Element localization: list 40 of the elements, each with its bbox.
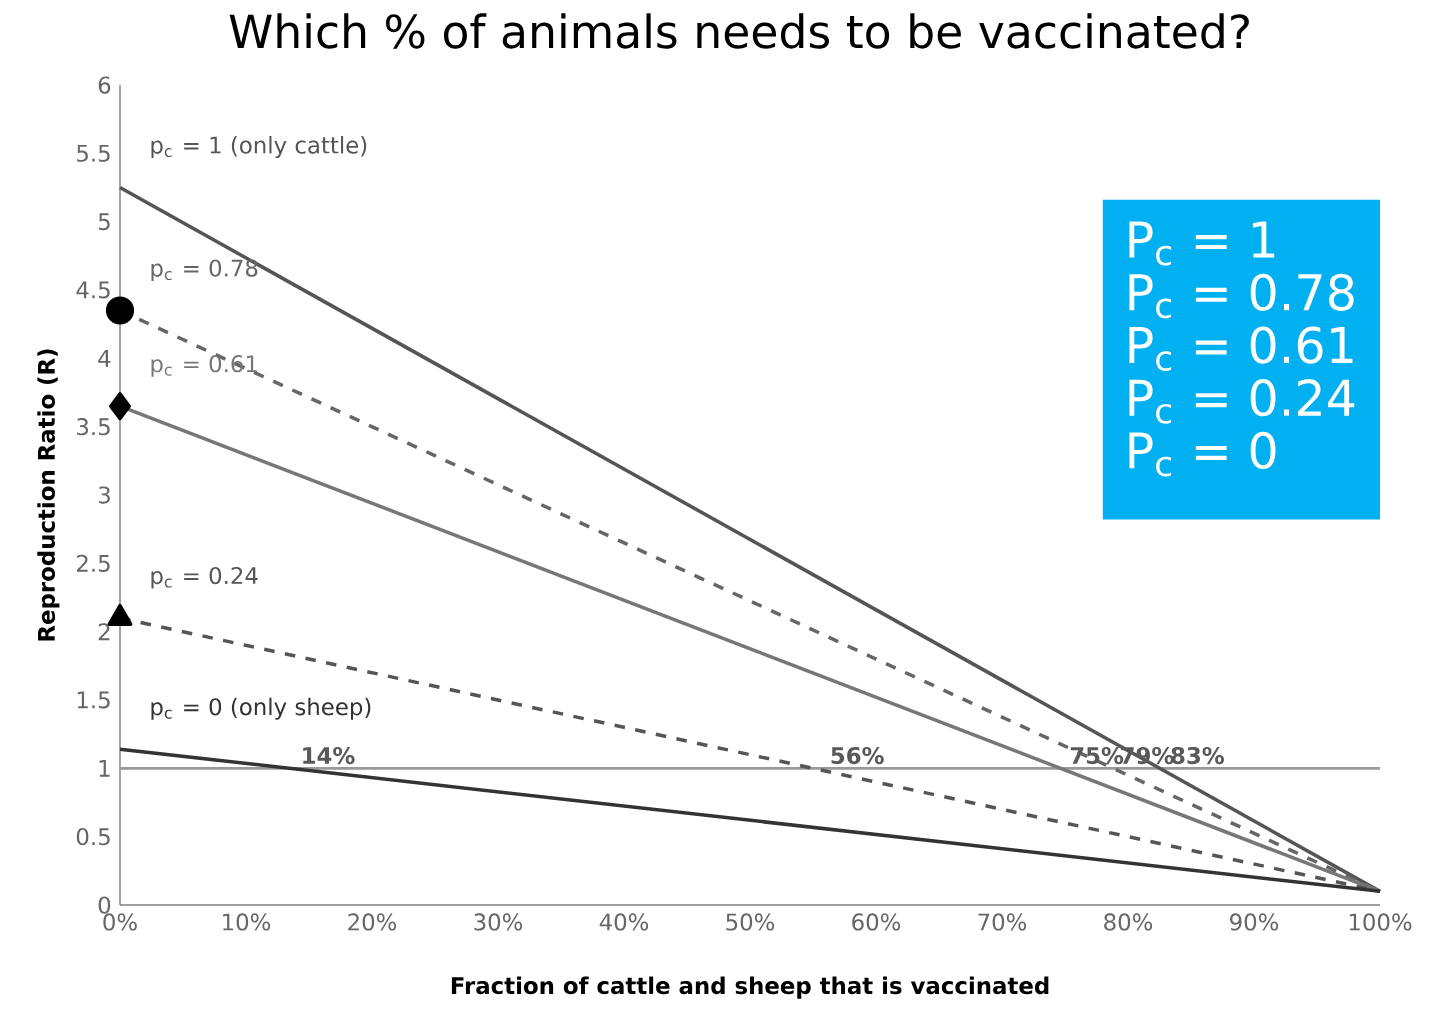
annotation: 56% bbox=[831, 746, 884, 765]
y-axis-title: Reproduction Ratio (R) bbox=[37, 349, 60, 641]
x-tick-label: 10% bbox=[223, 913, 271, 931]
x-tick-label: 30% bbox=[474, 913, 523, 931]
series-label: p$_{c}$ = 1 (only cattle) bbox=[151, 136, 367, 159]
annotation: 14% bbox=[303, 746, 355, 765]
x-tick-label: 60% bbox=[852, 913, 901, 931]
annotation: P$_{c}$ = 0 bbox=[1129, 431, 1276, 477]
annotation: P$_{c}$ = 0.78 bbox=[1129, 273, 1354, 319]
x-tick-label: 0% bbox=[103, 913, 137, 931]
x-tick-label: 80% bbox=[1104, 913, 1153, 931]
y-tick-label: 2.5 bbox=[77, 554, 110, 572]
x-tick-label: 20% bbox=[348, 913, 397, 931]
series-label: p$_{c}$ = 0.78 bbox=[151, 259, 258, 282]
y-tick-label: 0.5 bbox=[76, 828, 110, 846]
x-tick-label: 90% bbox=[1230, 913, 1279, 931]
x-tick-label: 70% bbox=[978, 913, 1027, 931]
y-tick-label: 4 bbox=[98, 350, 111, 367]
x-axis-title: Fraction of cattle and sheep that is vaccinated bbox=[451, 976, 1049, 999]
y-tick-label: 1 bbox=[99, 760, 110, 777]
x-tick-label: 50% bbox=[726, 913, 775, 931]
y-tick-label: 4.5 bbox=[76, 281, 110, 299]
y-tick-label: 3.5 bbox=[77, 418, 110, 436]
y-tick-label: 3 bbox=[98, 486, 110, 504]
annotation: P$_{c}$ = 0.61 bbox=[1129, 326, 1353, 372]
y-tick-label: 2 bbox=[98, 623, 110, 641]
y-tick-label: 1.5 bbox=[77, 691, 110, 709]
annotation: P$_{c}$ = 0.24 bbox=[1129, 379, 1355, 424]
y-tick-label: 0 bbox=[98, 896, 111, 914]
series-label: p$_{c}$ = 0.24 bbox=[151, 566, 258, 589]
annotation: P$_{c}$ = 1 bbox=[1129, 221, 1275, 266]
series-label: p$_{c}$ = 0.61 bbox=[151, 355, 257, 377]
y-tick-label: 5 bbox=[98, 213, 110, 231]
annotation: 83% bbox=[1171, 746, 1224, 765]
x-tick-label: 100% bbox=[1349, 913, 1412, 931]
y-tick-label: 5.5 bbox=[77, 144, 110, 162]
x-tick-label: 40% bbox=[599, 913, 649, 931]
y-tick-label: 6 bbox=[98, 76, 111, 94]
series-label: p$_{c}$ = 0 (only sheep) bbox=[151, 697, 371, 720]
chart-title: Which % of animals needs to be vaccinated? bbox=[229, 13, 1249, 49]
